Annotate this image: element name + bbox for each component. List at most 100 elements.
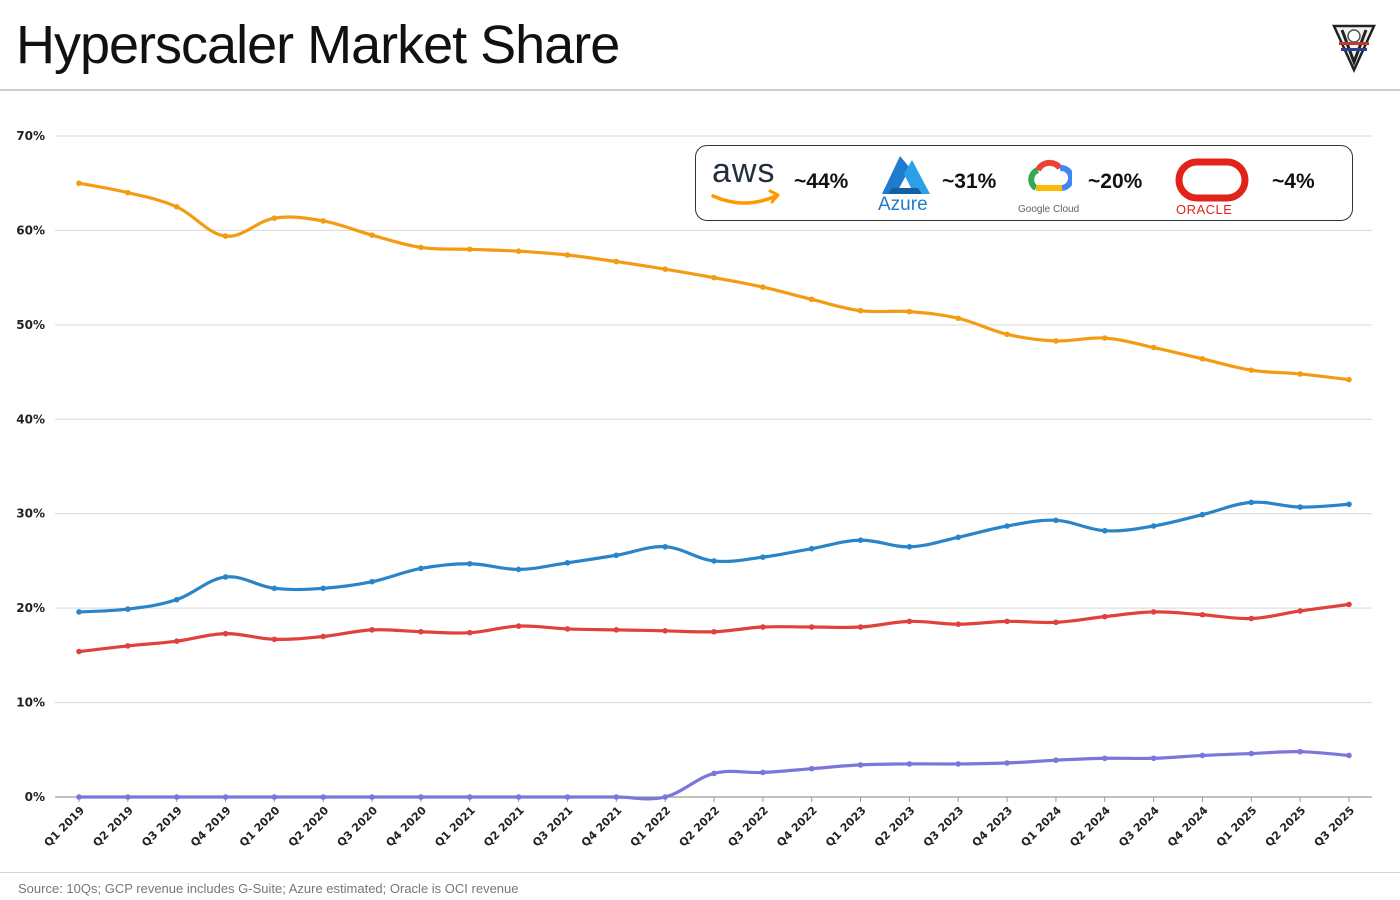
oracle-point (320, 794, 327, 800)
google-cloud-point (369, 627, 375, 633)
aws-point (222, 233, 229, 239)
azure-point (760, 554, 766, 560)
oracle-series (76, 748, 1352, 801)
oracle-point (222, 794, 229, 800)
oracle-point (857, 762, 864, 768)
aws-point (1053, 338, 1059, 344)
y-tick-label: 30% (16, 507, 45, 521)
x-tick-label: Q1 2023 (823, 804, 869, 850)
google-cloud-point (808, 624, 815, 630)
aws-point (906, 308, 913, 315)
oracle-point (1150, 755, 1157, 762)
x-tick-label: Q3 2024 (1116, 804, 1162, 850)
oracle-point (76, 794, 82, 800)
aws-point (369, 232, 375, 238)
google-cloud-point (1101, 613, 1108, 620)
azure-point (808, 545, 815, 552)
azure-point (125, 606, 131, 612)
google-cloud-point (955, 621, 962, 627)
x-tick-label: Q3 2023 (921, 804, 967, 850)
azure-point (271, 585, 278, 592)
aws-point (564, 252, 571, 258)
x-tick-label: Q1 2024 (1018, 804, 1064, 850)
google-cloud-point (1004, 618, 1010, 625)
azure-point (1150, 523, 1157, 529)
azure-point (466, 560, 473, 567)
oracle-point (1297, 748, 1303, 755)
azure-logo-text: Azure (878, 194, 928, 215)
google-cloud-point (173, 638, 180, 644)
x-tick-label: Q4 2019 (188, 804, 234, 850)
oracle-logo-text: ORACLE (1176, 202, 1233, 217)
x-tick-label: Q2 2025 (1263, 804, 1309, 850)
x-tick-label: Q1 2025 (1214, 804, 1260, 850)
y-tick-label: 0% (25, 790, 45, 804)
x-tick-label: Q1 2019 (42, 804, 88, 850)
azure-point (1053, 517, 1059, 524)
x-tick-label: Q2 2024 (1067, 804, 1113, 850)
oracle-point (906, 761, 913, 767)
x-tick-label: Q3 2020 (335, 804, 381, 850)
oracle-point (1346, 752, 1352, 759)
x-tick-label: Q4 2022 (774, 804, 820, 850)
x-tick-label: Q3 2021 (530, 804, 576, 850)
y-tick-label: 50% (16, 318, 45, 332)
x-tick-label: Q2 2022 (677, 804, 723, 850)
google-cloud-point (1199, 611, 1206, 618)
aws-point (711, 274, 717, 281)
google-cloud-logo-icon (1026, 158, 1074, 196)
azure-point (613, 552, 620, 559)
google-cloud-logo-text: Google Cloud (1018, 204, 1080, 215)
x-tick-label: Q4 2023 (970, 804, 1016, 850)
oracle-point (466, 794, 473, 800)
oracle-logo-icon (1174, 158, 1250, 202)
aws-point (418, 244, 424, 251)
oracle-point (1248, 750, 1255, 757)
oracle-point (808, 765, 815, 772)
x-tick-label: Q3 2019 (139, 804, 185, 850)
azure-point (857, 537, 864, 543)
google-cloud-point (222, 630, 229, 637)
x-tick-label: Q1 2021 (432, 804, 478, 850)
y-tick-label: 20% (16, 601, 45, 615)
google-cloud-share-label: ~20% (1088, 170, 1143, 193)
grid-lines (55, 135, 1372, 798)
aws-point (1297, 371, 1303, 377)
x-tick-label: Q1 2022 (628, 804, 674, 850)
oracle-point (1004, 760, 1010, 766)
oracle-point (1101, 755, 1108, 762)
oracle-point (369, 794, 375, 800)
aws-point (1004, 331, 1010, 338)
aws-point (125, 189, 131, 196)
azure-point (955, 534, 962, 541)
google-cloud-point (418, 628, 424, 635)
aws-point (466, 246, 473, 253)
google-cloud-point (466, 629, 473, 636)
azure-logo-icon (878, 154, 934, 198)
aws-point (955, 315, 962, 322)
google-cloud-line (77, 602, 1351, 654)
google-cloud-point (1346, 601, 1352, 608)
x-tick-label: Q3 2025 (1312, 804, 1358, 850)
google-cloud-point (662, 628, 668, 634)
google-cloud-point (320, 633, 327, 640)
azure-point (1199, 511, 1206, 518)
azure-point (1297, 504, 1303, 510)
google-cloud-point (711, 628, 717, 635)
footer-divider (0, 872, 1400, 873)
oracle-point (515, 794, 522, 800)
google-cloud-point (857, 624, 864, 630)
y-tick-label: 70% (16, 129, 45, 143)
google-cloud-point (271, 636, 278, 643)
series-lines (76, 180, 1352, 801)
aws-logo-text: aws (712, 152, 776, 190)
aws-point (1346, 376, 1352, 383)
oracle-point (564, 794, 571, 800)
y-axis-ticks: 0% 10% 20% 30% 40% 50% 60% 70% (16, 129, 45, 804)
azure-point (906, 543, 913, 550)
azure-point (1248, 499, 1255, 506)
google-cloud-point (1297, 608, 1303, 614)
azure-point (564, 560, 571, 566)
oracle-point (173, 794, 180, 800)
google-cloud-point (125, 643, 131, 649)
